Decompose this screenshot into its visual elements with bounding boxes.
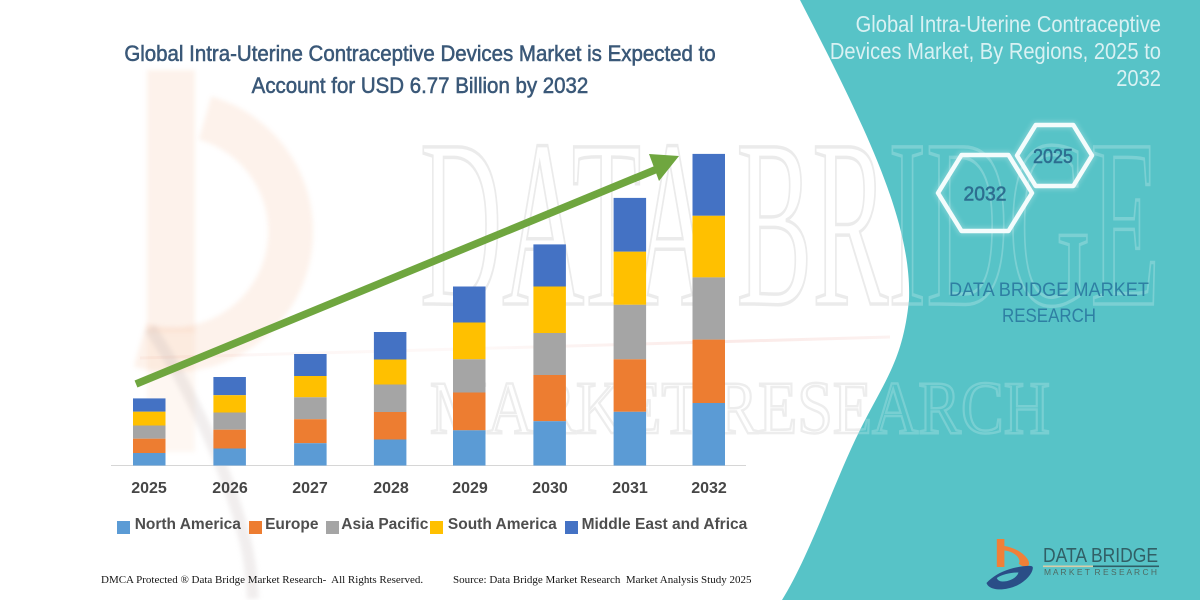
svg-text:RESEARCH: RESEARCH <box>1002 305 1096 327</box>
svg-text:2025: 2025 <box>1033 146 1073 168</box>
svg-text:DATA BRIDGE: DATA BRIDGE <box>1043 545 1158 567</box>
svg-text:M A R K E T R E S E A R C H: M A R K E T R E S E A R C H <box>1044 568 1157 577</box>
svg-text:DATA BRIDGE MARKET: DATA BRIDGE MARKET <box>949 279 1149 301</box>
svg-text:2032: 2032 <box>964 184 1007 206</box>
